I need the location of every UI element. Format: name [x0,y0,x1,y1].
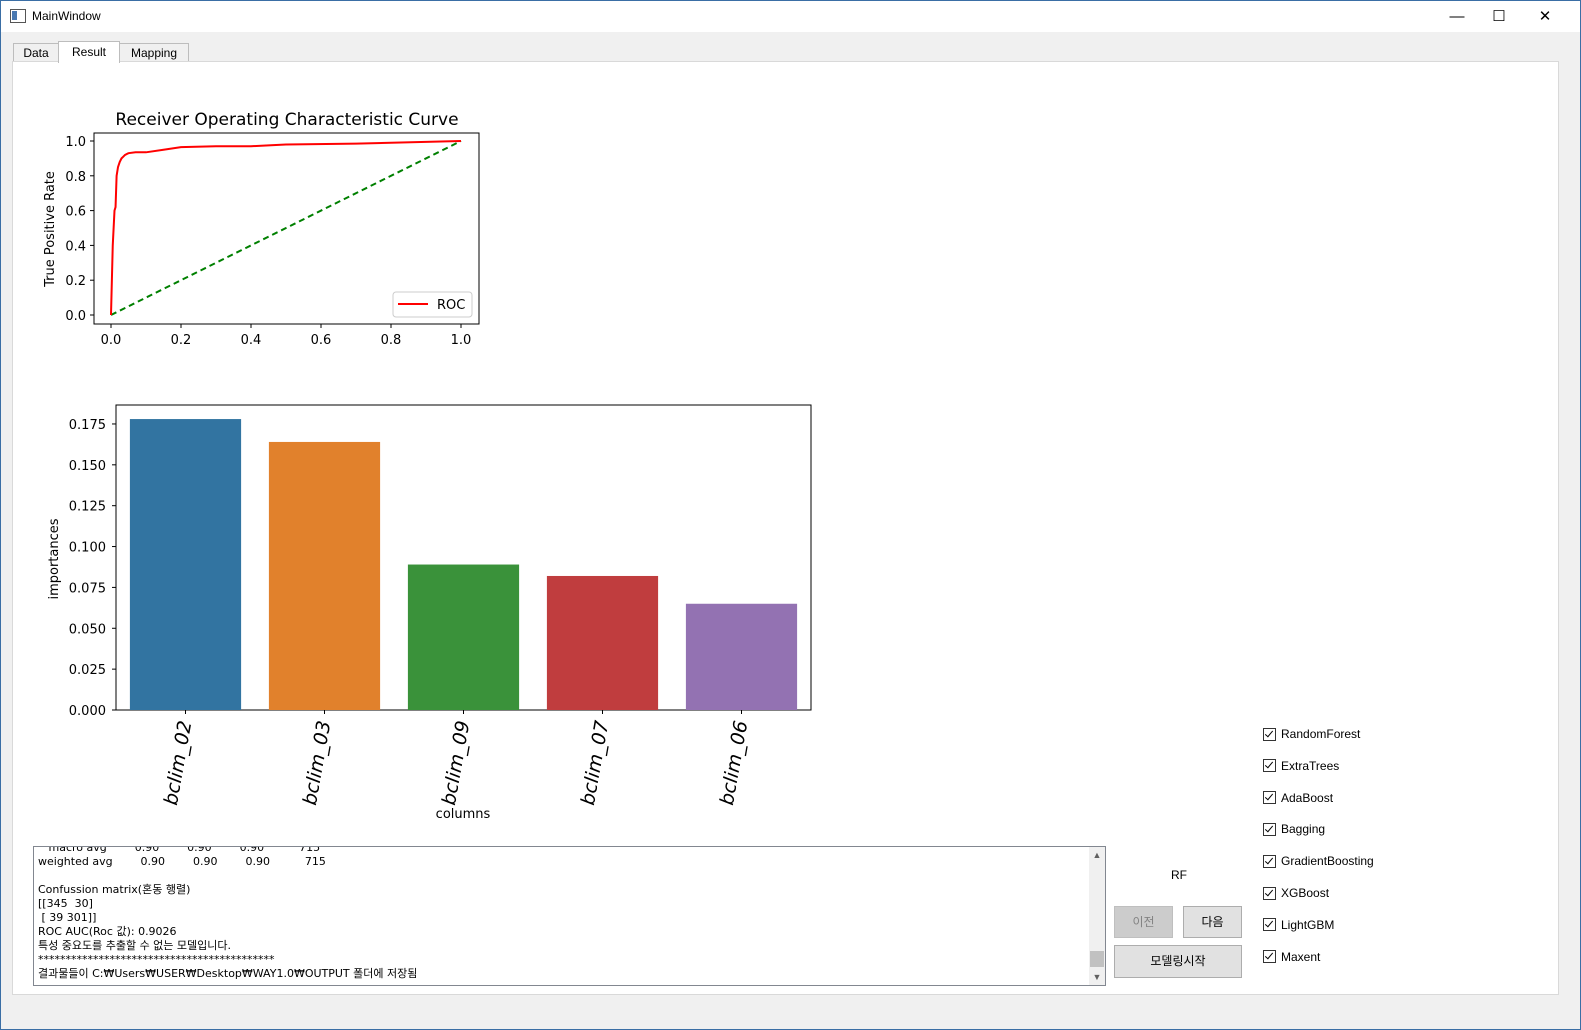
scroll-down-icon[interactable]: ▼ [1092,972,1102,982]
model-checkbox-label: Bagging [1281,822,1326,837]
log-line: [ 39 301]] [38,911,97,924]
roc-xtick-label: 0.4 [241,333,262,348]
bar-bclim_07 [546,575,659,710]
bar-ytick-label: 0.100 [69,541,106,556]
scroll-thumb[interactable] [1090,951,1104,967]
log-text: macro avg 0.90 0.90 0.90 715 weighted avg… [38,846,1088,981]
roc-xtick-label: 1.0 [451,333,472,348]
roc-curve [110,140,462,316]
roc-ytick-label: 0.2 [65,274,86,289]
tab-data[interactable]: Data [13,43,59,62]
model-checkbox-lightgbm[interactable]: LightGBM [1263,917,1334,933]
bar-ytick-label: 0.175 [69,418,106,433]
model-checkbox-label: LightGBM [1281,917,1335,932]
bar-ytick-label: 0.050 [69,622,106,637]
log-line: Confussion matrix(혼동 행렬) [38,883,191,896]
roc-ytick-label: 0.0 [65,309,86,324]
model-checkbox-bagging[interactable]: Bagging [1263,821,1325,837]
minimize-button[interactable]: — [1449,7,1465,25]
bar-xtick-label: bclim_02 [160,719,196,807]
close-button[interactable]: ✕ [1538,8,1552,25]
roc-ytick-label: 0.8 [65,170,86,185]
window-title: MainWindow [32,9,101,23]
log-line: 결과물들이 C:₩Users₩USER₩Desktop₩WAY1.0₩OUTPU… [38,967,418,980]
maximize-button[interactable]: ☐ [1492,8,1506,25]
model-checkbox-gradientboosting[interactable]: GradientBoosting [1263,853,1374,869]
model-checkbox-label: RandomForest [1281,727,1361,741]
bar-ytick-label: 0.025 [69,663,106,678]
bar-ylabel: importances [47,518,62,599]
roc-legend: ROC [392,291,473,318]
bar-xlabel: columns [436,807,491,822]
log-output[interactable]: macro avg 0.90 0.90 0.90 715 weighted avg… [33,846,1106,986]
roc-title: Receiver Operating Characteristic Curve [115,110,458,130]
scroll-up-icon[interactable]: ▲ [1092,850,1102,860]
roc-ytick-label: 1.0 [65,135,86,150]
roc-ylabel: True Positive Rate [43,171,58,288]
bar-bclim_06 [685,603,798,710]
model-checkbox-extratrees[interactable]: ExtraTrees [1263,758,1339,774]
checkbox-checked-icon[interactable] [1263,918,1276,932]
model-checkbox-xgboost[interactable]: XGBoost [1263,885,1329,901]
bar-ytick-label: 0.150 [69,459,106,474]
bar-xtick-label: bclim_09 [438,719,474,807]
roc-chance-line [110,140,462,316]
roc-legend-label: ROC [437,298,465,313]
roc-ytick-label: 0.4 [65,239,86,254]
model-checkbox-maxent[interactable]: Maxent [1263,949,1320,965]
bar-xtick-label: bclim_07 [577,719,613,807]
roc-xtick-label: 0.0 [101,333,122,348]
roc-plot-area [93,132,480,325]
checkbox-checked-icon[interactable] [1263,727,1276,741]
log-line: macro avg 0.90 0.90 0.90 715 [38,846,321,854]
model-checkbox-label: GradientBoosting [1281,854,1374,869]
model-checkbox-adaboost[interactable]: AdaBoost [1263,790,1333,806]
bar-bclim_09 [407,564,520,710]
app-window-icon [10,9,26,23]
prev-button[interactable]: 이전 [1114,906,1173,938]
model-checkbox-label: ExtraTrees [1281,758,1340,773]
model-checkbox-randomforest[interactable]: RandomForest [1263,726,1360,742]
roc-xtick-label: 0.2 [171,333,192,348]
roc-xtick-label: 0.6 [311,333,332,348]
title-bar: MainWindow — ☐ ✕ [1,1,1580,32]
checkbox-checked-icon[interactable] [1263,886,1276,900]
tab-result[interactable]: Result [58,41,120,63]
log-line: ****************************************… [38,953,275,966]
start-modeling-button[interactable]: 모델링시작 [1114,945,1242,978]
roc-chart: Receiver Operating Characteristic Curve … [43,110,480,348]
next-button[interactable]: 다음 [1183,906,1242,938]
checkbox-checked-icon[interactable] [1263,759,1276,773]
log-line [38,869,1088,883]
bar-ytick-label: 0.075 [69,581,106,596]
roc-ytick-label: 0.6 [65,205,86,220]
importance-chart: importances columns 0.000 0.025 0.050 0.075… [47,404,812,822]
log-line: weighted avg 0.90 0.90 0.90 715 [38,855,326,868]
bar-bclim_03 [268,441,381,710]
checkbox-checked-icon[interactable] [1263,791,1276,805]
checkbox-checked-icon[interactable] [1263,822,1276,836]
bar-bclim_02 [129,419,242,710]
log-line: 특성 중요도를 추출할 수 없는 모델입니다. [38,939,232,952]
model-checkbox-label: AdaBoost [1281,790,1334,805]
bar-ytick-label: 0.000 [69,704,106,719]
model-checkbox-label: XGBoost [1281,886,1330,900]
bar-xtick-label: bclim_06 [716,719,752,807]
checkbox-checked-icon[interactable] [1263,854,1276,868]
log-scrollbar[interactable]: ▲ ▼ [1089,847,1105,985]
checkbox-checked-icon[interactable] [1263,950,1276,964]
roc-xtick-label: 0.8 [381,333,402,348]
log-line: [[345 30] [38,897,93,910]
log-line: ROC AUC(Roc 값): 0.9026 [38,925,177,938]
current-model-label: RF [1171,868,1187,882]
tab-mapping[interactable]: Mapping [119,43,189,62]
bar-xtick-label: bclim_03 [299,719,335,807]
model-checkbox-label: Maxent [1281,949,1321,964]
bar-ytick-label: 0.125 [69,500,106,515]
